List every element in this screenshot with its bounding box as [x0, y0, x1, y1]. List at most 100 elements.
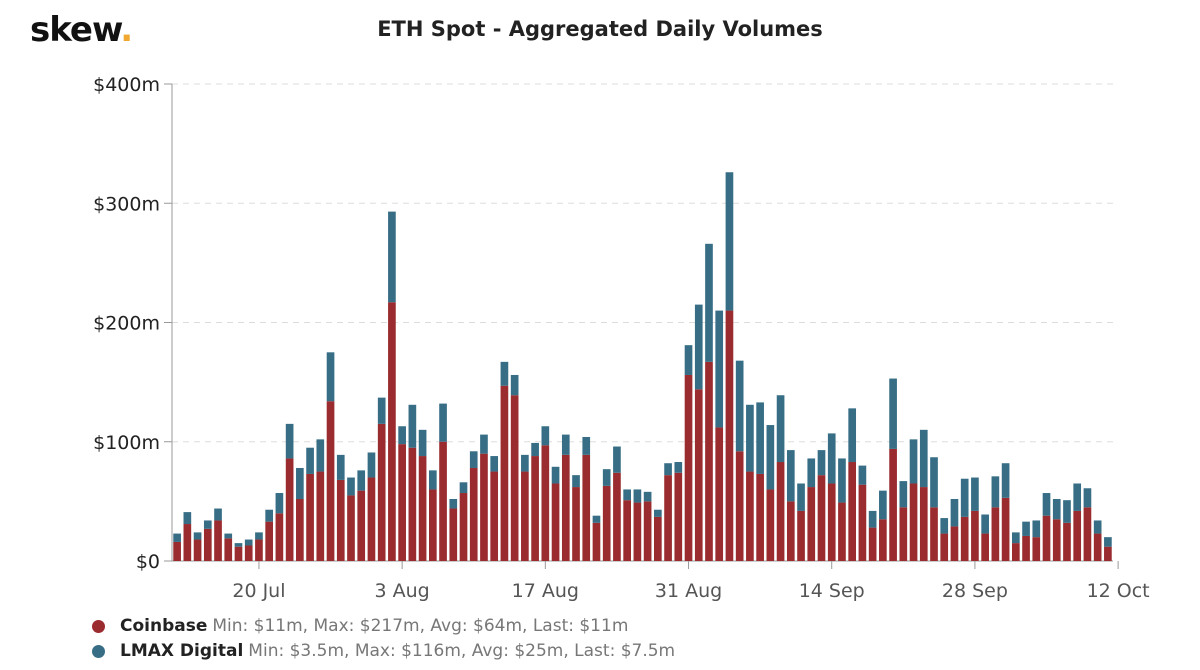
y-tick-label: $400m — [93, 74, 160, 96]
bar-lmax — [776, 395, 785, 463]
bar-lmax — [623, 489, 631, 501]
y-tick-label: $300m — [93, 193, 160, 215]
bar-coinbase — [940, 533, 949, 561]
bar-coinbase — [1001, 497, 1010, 561]
x-tick-label: 12 Oct — [1087, 580, 1150, 602]
y-tick-label: $0 — [136, 551, 160, 573]
bar-coinbase — [296, 498, 304, 561]
bar-coinbase — [572, 487, 580, 561]
bar-coinbase — [838, 502, 846, 561]
bar-lmax — [1052, 498, 1061, 520]
bar-coinbase — [960, 516, 969, 561]
bar-lmax — [265, 509, 274, 522]
bar-lmax — [296, 467, 304, 499]
bar-coinbase — [521, 471, 529, 561]
bar-coinbase — [193, 539, 202, 561]
bar-lmax — [469, 451, 478, 468]
bar-coinbase — [1011, 543, 1020, 561]
bar-lmax — [817, 450, 826, 476]
bar-coinbase — [234, 546, 243, 561]
bar-lmax — [572, 475, 580, 488]
bar-lmax — [541, 426, 550, 446]
bar-coinbase — [439, 441, 447, 561]
bar-coinbase — [592, 522, 601, 561]
legend-stats-lmax: Min: $3.5m, Max: $116m, Avg: $25m, Last:… — [248, 641, 676, 661]
bar-lmax — [786, 450, 795, 502]
bar-coinbase — [275, 513, 284, 561]
bar-coinbase — [306, 473, 314, 561]
bar-lmax — [909, 439, 918, 484]
bar-lmax — [827, 433, 836, 484]
x-tick-label: 3 Aug — [375, 580, 430, 602]
bar-lmax — [950, 498, 959, 527]
bar-lmax — [561, 434, 570, 455]
bar-lmax — [664, 463, 672, 476]
bar-coinbase — [1052, 519, 1061, 561]
bar-coinbase — [551, 483, 560, 561]
bar-lmax — [347, 477, 355, 496]
bar-lmax — [633, 489, 642, 503]
bar-coinbase — [858, 484, 867, 561]
bar-lmax — [428, 470, 437, 490]
legend-item-coinbase[interactable]: Coinbase Min: $11m, Max: $217m, Avg: $64… — [92, 614, 675, 639]
bar-coinbase — [919, 487, 928, 561]
bar-lmax — [551, 466, 560, 484]
bar-lmax — [1104, 537, 1112, 547]
bar-lmax — [500, 361, 509, 386]
bar-coinbase — [981, 533, 989, 561]
logo-text: skew — [30, 10, 121, 50]
bar-lmax — [991, 476, 1000, 508]
bar-coinbase — [541, 445, 550, 561]
bar-lmax — [336, 454, 345, 480]
bar-coinbase — [735, 451, 744, 561]
bar-lmax — [224, 533, 233, 539]
bar-lmax — [193, 532, 202, 540]
bar-coinbase — [459, 493, 468, 561]
legend-item-lmax[interactable]: LMAX Digital Min: $3.5m, Max: $116m, Avg… — [92, 639, 675, 664]
y-tick-label: $100m — [93, 432, 160, 454]
bar-coinbase — [848, 462, 857, 561]
bar-lmax — [1032, 520, 1041, 538]
bar-lmax — [930, 457, 938, 508]
x-tick-label: 17 Aug — [512, 580, 579, 602]
bar-coinbase — [388, 302, 396, 561]
bar-lmax — [521, 454, 529, 472]
bar-lmax — [285, 423, 294, 459]
bar-lmax — [971, 477, 979, 511]
bar-coinbase — [613, 472, 621, 561]
bar-coinbase — [776, 462, 785, 561]
bar-lmax — [418, 429, 427, 457]
bar-coinbase — [694, 389, 703, 561]
bar-coinbase — [408, 447, 417, 561]
bar-lmax — [1073, 483, 1082, 511]
bar-coinbase — [827, 483, 836, 561]
bar-lmax — [398, 426, 406, 445]
bar-lmax — [316, 439, 325, 472]
bar-coinbase — [623, 500, 631, 561]
bar-lmax — [592, 515, 601, 523]
bar-lmax — [960, 478, 969, 517]
bar-coinbase — [316, 471, 325, 561]
bar-lmax — [654, 509, 662, 517]
bar-coinbase — [868, 527, 877, 561]
bar-coinbase — [991, 507, 1000, 561]
bar-lmax — [715, 310, 724, 428]
bar-lmax — [899, 481, 908, 508]
bar-lmax — [173, 533, 181, 542]
bar-coinbase — [756, 473, 764, 561]
bar-coinbase — [1073, 510, 1082, 561]
legend-stats-coinbase: Min: $11m, Max: $217m, Avg: $64m, Last: … — [212, 616, 629, 636]
bar-lmax — [531, 442, 539, 457]
legend-label-coinbase: Coinbase — [120, 616, 208, 636]
bar-coinbase — [428, 489, 437, 561]
x-tick-label: 20 Jul — [232, 580, 285, 602]
legend: Coinbase Min: $11m, Max: $217m, Avg: $64… — [92, 614, 675, 664]
chart-title: ETH Spot - Aggregated Daily Volumes — [377, 17, 823, 41]
bar-coinbase — [377, 423, 386, 561]
bar-coinbase — [1083, 507, 1092, 561]
bar-lmax — [408, 404, 417, 448]
bar-lmax — [674, 462, 683, 473]
bar-lmax — [735, 360, 744, 452]
y-tick-label: $200m — [93, 313, 160, 335]
bar-coinbase — [1022, 535, 1030, 561]
